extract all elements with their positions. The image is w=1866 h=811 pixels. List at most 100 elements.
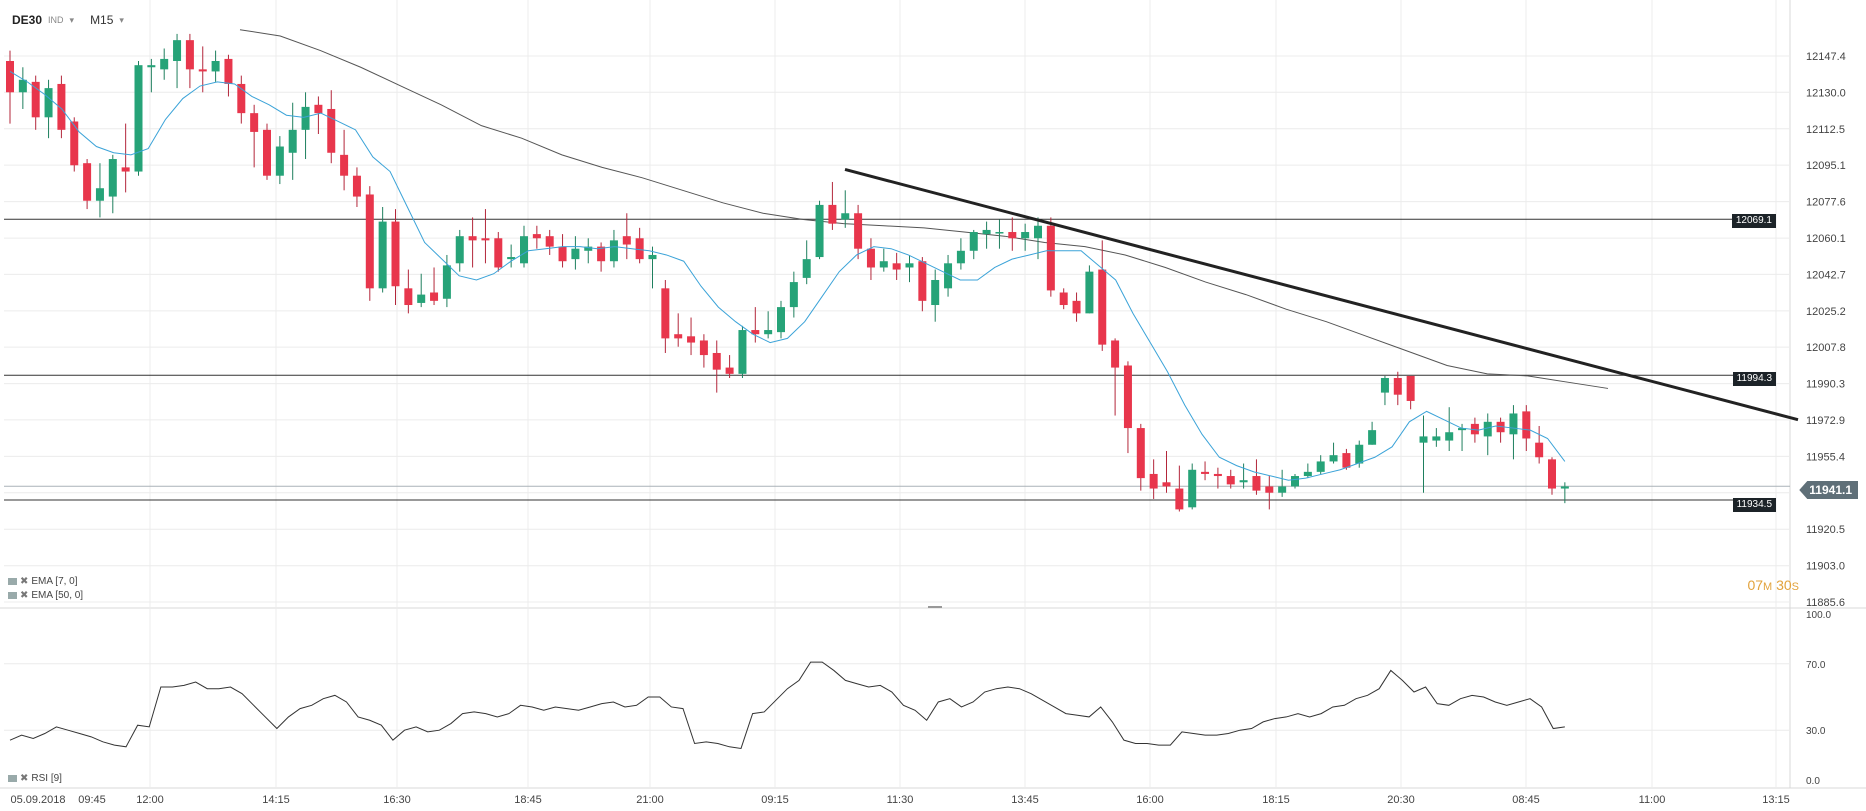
level-tag-3[interactable]: 11934.5 bbox=[1732, 498, 1776, 512]
candle-body bbox=[944, 263, 953, 289]
candle-body bbox=[224, 58, 233, 84]
candle-body bbox=[609, 240, 618, 262]
candle-body bbox=[777, 307, 785, 333]
candle-body bbox=[288, 129, 297, 153]
candle-body bbox=[1149, 473, 1158, 489]
candle-body bbox=[635, 238, 644, 260]
candle-body bbox=[1265, 486, 1274, 493]
candle-body bbox=[301, 106, 310, 130]
time-tick-label: 18:15 bbox=[1262, 794, 1290, 806]
legend-rsi: ✖ RSI [9] bbox=[8, 773, 62, 784]
candle-body bbox=[789, 282, 798, 308]
ema-fast-label[interactable]: EMA [7, 0] bbox=[31, 576, 78, 587]
ema-slow-label[interactable]: EMA [50, 0] bbox=[31, 590, 84, 601]
candle-body bbox=[648, 254, 657, 260]
candle-body bbox=[340, 154, 349, 176]
indicator-visibility-icon[interactable] bbox=[8, 775, 17, 782]
time-tick-label: 11:00 bbox=[1639, 794, 1666, 806]
candle-body bbox=[378, 221, 387, 289]
candle-body bbox=[532, 234, 541, 239]
candle-body bbox=[57, 83, 66, 130]
time-tick-label: 20:30 bbox=[1387, 794, 1415, 806]
price-tick-label: 12095.1 bbox=[1806, 160, 1846, 172]
candle-body bbox=[147, 65, 156, 68]
price-tick-label: 11955.4 bbox=[1806, 451, 1845, 463]
symbol-label[interactable]: DE30 bbox=[12, 13, 43, 27]
candle-body bbox=[1021, 232, 1030, 239]
level-tag-1[interactable]: 12069.1 bbox=[1731, 214, 1776, 228]
trendline bbox=[844, 168, 1799, 422]
price-tick-label: 12007.8 bbox=[1806, 342, 1846, 354]
symbol-dropdown-chevron-icon[interactable]: ▾ bbox=[69, 14, 75, 25]
candle-body bbox=[1175, 488, 1184, 510]
candle-body bbox=[468, 236, 477, 241]
price-tick-label: 12147.4 bbox=[1806, 51, 1846, 63]
candle-body bbox=[1303, 471, 1312, 477]
indicator-visibility-icon[interactable] bbox=[8, 578, 17, 585]
price-tick-label: 11920.5 bbox=[1806, 524, 1845, 536]
candle-body bbox=[481, 238, 490, 241]
time-tick-label: 09:15 bbox=[761, 794, 789, 806]
candle-body bbox=[1419, 436, 1428, 443]
candle-body bbox=[828, 204, 837, 224]
candle-body bbox=[263, 129, 271, 176]
candle-body bbox=[1522, 411, 1531, 439]
level-tag-2[interactable]: 11994.3 bbox=[1732, 372, 1776, 386]
time-tick-label: 13:45 bbox=[1011, 794, 1039, 806]
candle-body bbox=[314, 104, 323, 114]
price-tick-label: 12025.2 bbox=[1806, 306, 1846, 318]
candle-body bbox=[1458, 428, 1467, 431]
candle-body bbox=[160, 58, 169, 70]
candle-body bbox=[1098, 269, 1107, 345]
indicator-visibility-icon[interactable] bbox=[8, 592, 17, 599]
time-tick-label: 14:15 bbox=[262, 794, 290, 806]
candle-body bbox=[892, 263, 901, 270]
candle-body bbox=[1368, 430, 1377, 445]
legend-ema-slow: ✖ EMA [50, 0] bbox=[8, 590, 83, 601]
candle-body bbox=[712, 352, 721, 370]
candle-body bbox=[854, 213, 863, 249]
candle-body bbox=[1213, 473, 1222, 477]
candle-body bbox=[1548, 459, 1556, 489]
ema-50-line bbox=[239, 29, 1609, 389]
candle-body bbox=[185, 40, 194, 70]
time-tick-label: 18:45 bbox=[514, 794, 542, 806]
candle-body bbox=[879, 261, 888, 268]
candle-body bbox=[558, 246, 567, 262]
price-tick-label: 12077.6 bbox=[1806, 197, 1846, 209]
candle-body bbox=[918, 261, 927, 301]
time-tick-label: 21:00 bbox=[636, 794, 664, 806]
time-tick-label: 12:00 bbox=[136, 794, 164, 806]
candle-body bbox=[198, 69, 207, 72]
candle-body bbox=[687, 336, 696, 343]
candle-body bbox=[1560, 486, 1569, 489]
price-tick-label: 11885.6 bbox=[1806, 597, 1845, 609]
time-tick-label: 16:00 bbox=[1136, 794, 1164, 806]
remove-indicator-icon[interactable]: ✖ bbox=[20, 576, 29, 587]
time-tick-label: 16:30 bbox=[383, 794, 411, 806]
timeframe-dropdown-chevron-icon[interactable]: ▾ bbox=[119, 14, 124, 25]
candle-body bbox=[1470, 423, 1479, 435]
candle-body bbox=[1509, 413, 1518, 435]
candle-body bbox=[622, 236, 631, 245]
candle-body bbox=[1046, 225, 1055, 291]
candle-body bbox=[1535, 442, 1544, 458]
rsi-label[interactable]: RSI [9] bbox=[31, 773, 62, 784]
remove-indicator-icon[interactable]: ✖ bbox=[20, 590, 29, 601]
candle-body bbox=[545, 236, 554, 247]
candle-body bbox=[121, 167, 130, 172]
time-tick-label: 09:45 bbox=[78, 794, 106, 806]
candle-body bbox=[1445, 432, 1454, 441]
candle-body bbox=[250, 113, 259, 132]
candle-body bbox=[815, 204, 824, 258]
candle-body bbox=[1123, 365, 1132, 429]
timeframe-selector[interactable]: M15 bbox=[90, 13, 114, 27]
chart-header: DE30 IND ▾ M15 ▾ bbox=[12, 12, 134, 28]
candle-body bbox=[430, 292, 439, 301]
candle-body bbox=[391, 221, 400, 287]
candle-body bbox=[237, 83, 246, 114]
time-tick-label: 13:15 bbox=[1762, 794, 1790, 806]
remove-indicator-icon[interactable]: ✖ bbox=[20, 773, 29, 784]
candle-body bbox=[1278, 486, 1287, 493]
